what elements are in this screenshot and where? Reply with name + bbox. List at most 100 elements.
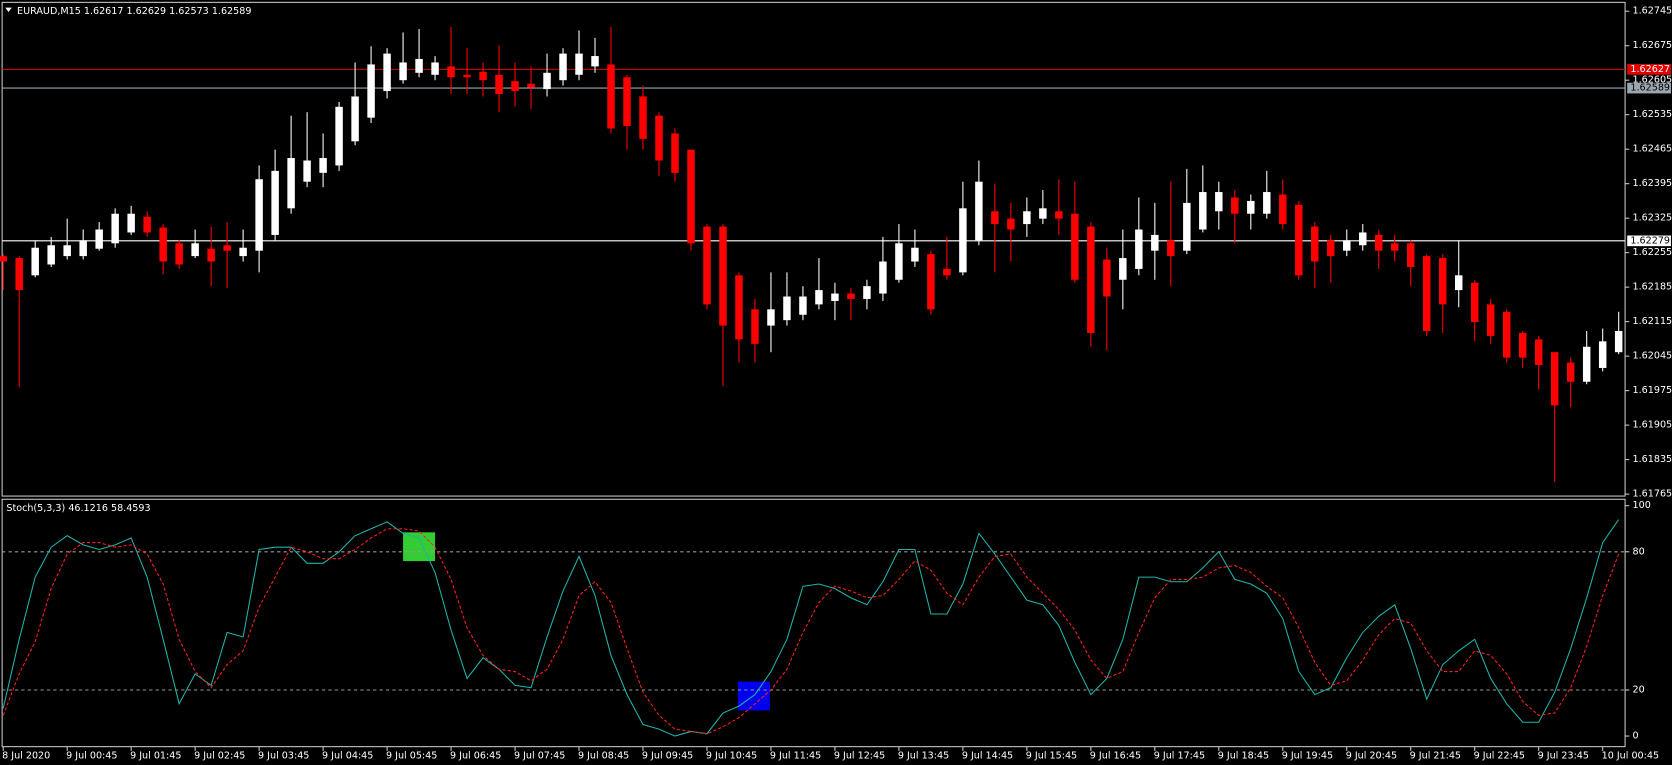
candle-body [495, 74, 503, 95]
x-tick-label: 9 Jul 19:45 [1282, 751, 1333, 762]
candle-body [847, 293, 855, 299]
quote-high: 1.62629 [127, 5, 167, 16]
price-label: 1.62589 [1630, 83, 1670, 94]
candle-body [15, 258, 23, 291]
y-tick-label: 1.62325 [1633, 213, 1672, 224]
y-tick-label: 1.62465 [1633, 144, 1672, 155]
candle-body [1279, 194, 1287, 225]
candle-body [1087, 226, 1095, 333]
candle-body [815, 290, 823, 305]
price-label-bg [1627, 82, 1671, 94]
candle-body [367, 64, 375, 118]
x-tick-label: 9 Jul 01:45 [130, 751, 181, 762]
candle-body [767, 309, 775, 326]
signal-box-sell [403, 532, 436, 562]
stoch-line [2, 528, 1620, 735]
candle-body [1423, 256, 1431, 332]
candle-body [1103, 259, 1111, 297]
x-tick-label: 9 Jul 11:45 [770, 751, 821, 762]
candle-body [607, 64, 615, 129]
x-tick-label: 9 Jul 18:45 [1218, 751, 1269, 762]
candle-body [31, 247, 39, 276]
candle-body [959, 208, 967, 273]
price-label-bg [1627, 235, 1671, 247]
symbol: EURAUD,M15 [17, 5, 81, 16]
main-readout: 46.1216 [68, 502, 108, 513]
candle-body [1359, 232, 1367, 246]
signal-readout: 58.4593 [111, 502, 151, 513]
candle-body [1311, 226, 1319, 262]
candle-body [95, 229, 103, 249]
stoch-header: Stoch(5,3,3) 46.1216 58.4593 [6, 502, 150, 513]
candle-body [639, 96, 647, 139]
candle-body [671, 133, 679, 173]
y-tick-label: 1.62605 [1633, 75, 1672, 86]
main-panel-frame [1, 1, 1626, 497]
x-tick-label: 9 Jul 22:45 [1474, 751, 1525, 762]
candle-body [799, 296, 807, 315]
candle-body [1263, 192, 1271, 214]
quote-close: 1.62589 [212, 5, 252, 16]
candle-body [1135, 229, 1143, 269]
candle-body [1439, 258, 1447, 305]
x-tick-label: 9 Jul 09:45 [642, 751, 693, 762]
x-tick-label: 9 Jul 14:45 [962, 751, 1013, 762]
x-tick-label: 9 Jul 08:45 [578, 751, 629, 762]
candle-body [47, 245, 55, 265]
candle-body [415, 59, 423, 73]
candle-body [1327, 240, 1335, 257]
candle-body [1391, 243, 1399, 251]
candle-body [1534, 339, 1543, 365]
stoch-panel-frame [1, 498, 1626, 748]
candle-body [0, 256, 7, 262]
candle-body [1343, 240, 1351, 251]
candle-body [991, 211, 999, 225]
menu-triangle[interactable] [5, 7, 12, 12]
y-tick-label: 1.61835 [1633, 454, 1672, 465]
candle-body [479, 71, 487, 81]
x-tick-label: 9 Jul 13:45 [898, 751, 949, 762]
candle-body [351, 96, 359, 142]
y-tick-label: 1.61905 [1633, 420, 1672, 431]
candle-body [63, 245, 71, 257]
candle-body [1582, 346, 1591, 382]
y-tick-label: 20 [1633, 684, 1645, 695]
candle-body [879, 261, 887, 294]
candle-body [79, 240, 87, 257]
candle-body [1215, 192, 1223, 212]
candle-body [1375, 234, 1383, 251]
candle-body [431, 62, 439, 75]
y-tick-label: 1.62045 [1633, 351, 1672, 362]
quote-low: 1.62573 [169, 5, 209, 16]
candle-body [1199, 192, 1207, 230]
x-tick-label: 9 Jul 03:45 [258, 751, 309, 762]
y-tick-label: 100 [1633, 500, 1651, 511]
y-tick-label: 1.62185 [1633, 282, 1672, 293]
candle-body [463, 74, 471, 78]
candle-body [1055, 211, 1063, 219]
candle-body [543, 72, 551, 90]
candle-body [255, 179, 263, 251]
x-tick-label: 9 Jul 00:45 [66, 751, 117, 762]
x-tick-label: 10 Jul 00:45 [1602, 751, 1659, 762]
candle-body [1151, 234, 1159, 251]
chart-header: EURAUD,M15 1.62617 1.62629 1.62573 1.625… [17, 5, 251, 16]
candle-body [1486, 304, 1495, 336]
price-label-bg [1627, 64, 1671, 75]
candle-body [335, 106, 343, 166]
candle-body [191, 243, 199, 257]
candle-body [319, 158, 327, 173]
candle-body [447, 66, 455, 78]
candle-body [927, 254, 935, 310]
candle-body [159, 227, 167, 262]
candle-body [1007, 218, 1015, 230]
candle-body [735, 275, 743, 340]
candle-body [655, 115, 663, 161]
candle-body [1550, 352, 1559, 406]
stoch-line [2, 519, 1620, 737]
price-label: 1.62279 [1630, 235, 1670, 246]
candle-body [271, 170, 279, 235]
candle-body [623, 77, 631, 127]
